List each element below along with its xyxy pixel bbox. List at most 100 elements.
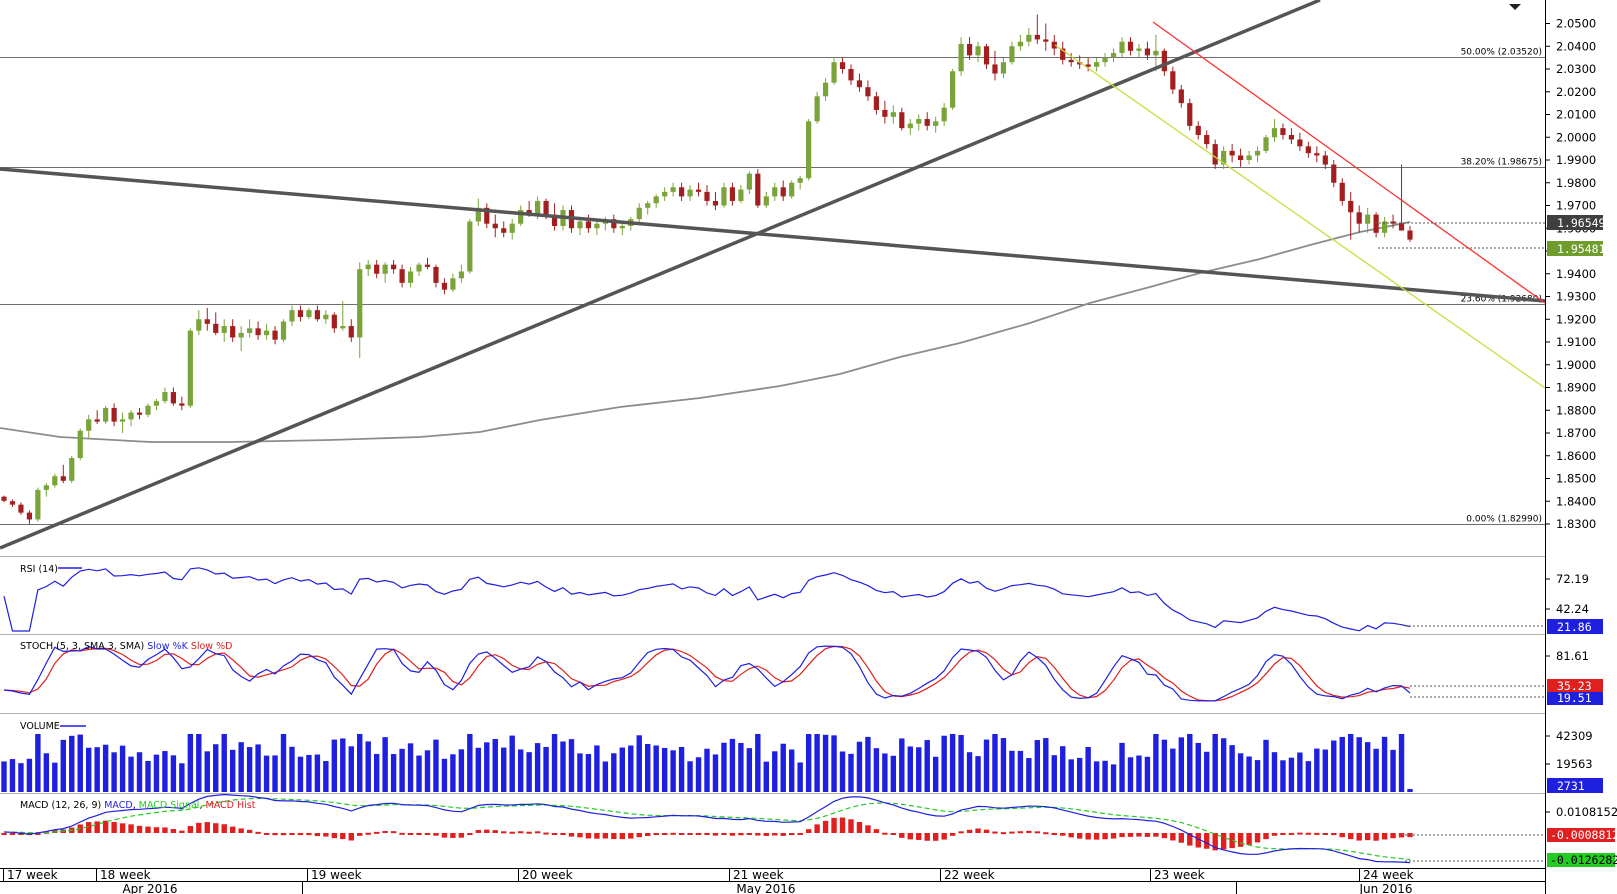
volume-bar (814, 734, 820, 792)
macd-hist-bar (289, 833, 295, 835)
volume-panel[interactable]: VOLUME (1, 721, 1413, 792)
volume-bar (1136, 755, 1142, 792)
rsi-tag: 21.86 (1557, 620, 1592, 634)
candle-body (1127, 41, 1134, 51)
macd-hist-bar (780, 833, 786, 836)
volume-bar (1331, 740, 1337, 792)
macd-title-macd: MACD (104, 800, 132, 811)
candle-body (263, 330, 270, 336)
stochastic-panel[interactable]: STOCH (5, 3, SMA 3, SMA) Slow %K Slow %D (3, 641, 1545, 702)
price-tick-label: 1.9100 (1556, 335, 1596, 349)
candle-body (247, 328, 253, 333)
week-label: 22 week (944, 868, 995, 882)
red-resistance-line (1152, 21, 1546, 304)
candle-body (789, 182, 795, 197)
rsi-panel[interactable]: RSI (14) (3, 564, 1545, 632)
volume-bar (1110, 764, 1117, 792)
stoch-d-line (3, 645, 1411, 702)
volume-bar (1085, 747, 1091, 792)
volume-bar (331, 739, 338, 792)
candle-body (551, 214, 558, 226)
volume-bar (1322, 749, 1329, 792)
candle-body (255, 328, 261, 336)
volume-bar (255, 744, 261, 792)
candle-body (348, 326, 354, 338)
volume-bar (712, 754, 719, 792)
volume-bar (229, 749, 236, 792)
volume-tick-2: 19563 (1556, 757, 1593, 771)
time-axis[interactable]: 17 week 18 week 19 week 20 week 21 week 22 we… (0, 868, 1545, 894)
macd-panel[interactable]: MACD (12, 26, 9) MACD, MACD Signal, MACD… (1, 793, 1545, 864)
stoch-title-k: Slow %K (147, 641, 188, 652)
scroll-triangle-icon[interactable] (1509, 4, 1521, 10)
macd-hist-bar (594, 833, 600, 839)
candle-body (1331, 164, 1337, 183)
candle-body (1034, 34, 1040, 40)
macd-hist-bar (645, 833, 651, 836)
candle-body (77, 430, 83, 459)
macd-hist-bar (1381, 833, 1388, 840)
macd-hist-bar (128, 824, 134, 833)
volume-bar (280, 734, 287, 792)
macd-hist-bar (187, 826, 194, 833)
macd-hist-bar (1136, 833, 1142, 837)
volume-bar (1026, 758, 1032, 792)
candle-body (162, 392, 168, 402)
volume-bar (602, 761, 609, 792)
volume-bar (69, 735, 75, 792)
volume-bar (916, 747, 922, 792)
candle-body (670, 187, 676, 192)
candle-body (314, 310, 320, 320)
candle-body (153, 401, 160, 406)
candle-body (475, 207, 481, 222)
macd-hist-bar (323, 833, 329, 837)
macd-hist-bar (1280, 833, 1286, 835)
candle-body (1144, 48, 1151, 56)
candle-body (873, 96, 879, 110)
price-axis[interactable]: 2.0500 2.0400 2.0300 2.0200 2.0100 2.0000 1.99… (1545, 0, 1596, 894)
macd-hist-bar (475, 830, 482, 833)
macd-hist-bar (94, 821, 100, 833)
macd-hist-bar (1322, 833, 1329, 835)
volume-bar (1229, 745, 1235, 792)
macd-hist-bar (755, 833, 761, 836)
macd-hist-bar (1026, 830, 1032, 833)
volume-bar (738, 742, 744, 792)
macd-hist-bar (670, 832, 676, 835)
macd-hist-bar (458, 833, 465, 838)
fib-level-label: 38.20% (1.98675) (1461, 158, 1542, 168)
rsi-tick-2: 42.24 (1556, 602, 1589, 616)
volume-bar (433, 739, 439, 792)
price-tick-label: 2.0300 (1556, 62, 1596, 76)
candle-body (839, 62, 846, 69)
volume-bar (1314, 748, 1320, 792)
candle-body (1077, 62, 1083, 65)
volume-bar (992, 734, 998, 792)
candle-body (1390, 221, 1396, 224)
macd-hist-bar (162, 827, 168, 833)
candle-body (187, 330, 193, 406)
macd-hist-bar (1093, 833, 1100, 840)
macd-hist-bar (1288, 832, 1295, 835)
candle-body (1178, 89, 1184, 104)
candle-body (518, 210, 524, 224)
price-tag-bid-bg (1547, 241, 1603, 256)
volume-bar (484, 742, 490, 792)
volume-bar (1398, 734, 1405, 792)
uptrend-line (0, 0, 1321, 550)
macd-hist-bar (263, 833, 270, 835)
volume-bar (788, 749, 795, 792)
candle-body (543, 200, 549, 215)
volume-bar (543, 746, 549, 792)
candle-body (306, 310, 312, 317)
price-panel[interactable]: 50.00% (2.03520) 38.20% (1.98675) 23.60% (… (0, 0, 1546, 550)
macd-hist-bar (1144, 833, 1151, 837)
volume-bar (932, 756, 939, 792)
candle-body (1246, 155, 1252, 160)
volume-bar (407, 743, 414, 792)
macd-hist-bar (1153, 833, 1159, 837)
macd-line (3, 793, 1411, 864)
candle-body (94, 419, 100, 422)
macd-hist-bar (882, 832, 888, 835)
volume-bar (661, 747, 668, 792)
